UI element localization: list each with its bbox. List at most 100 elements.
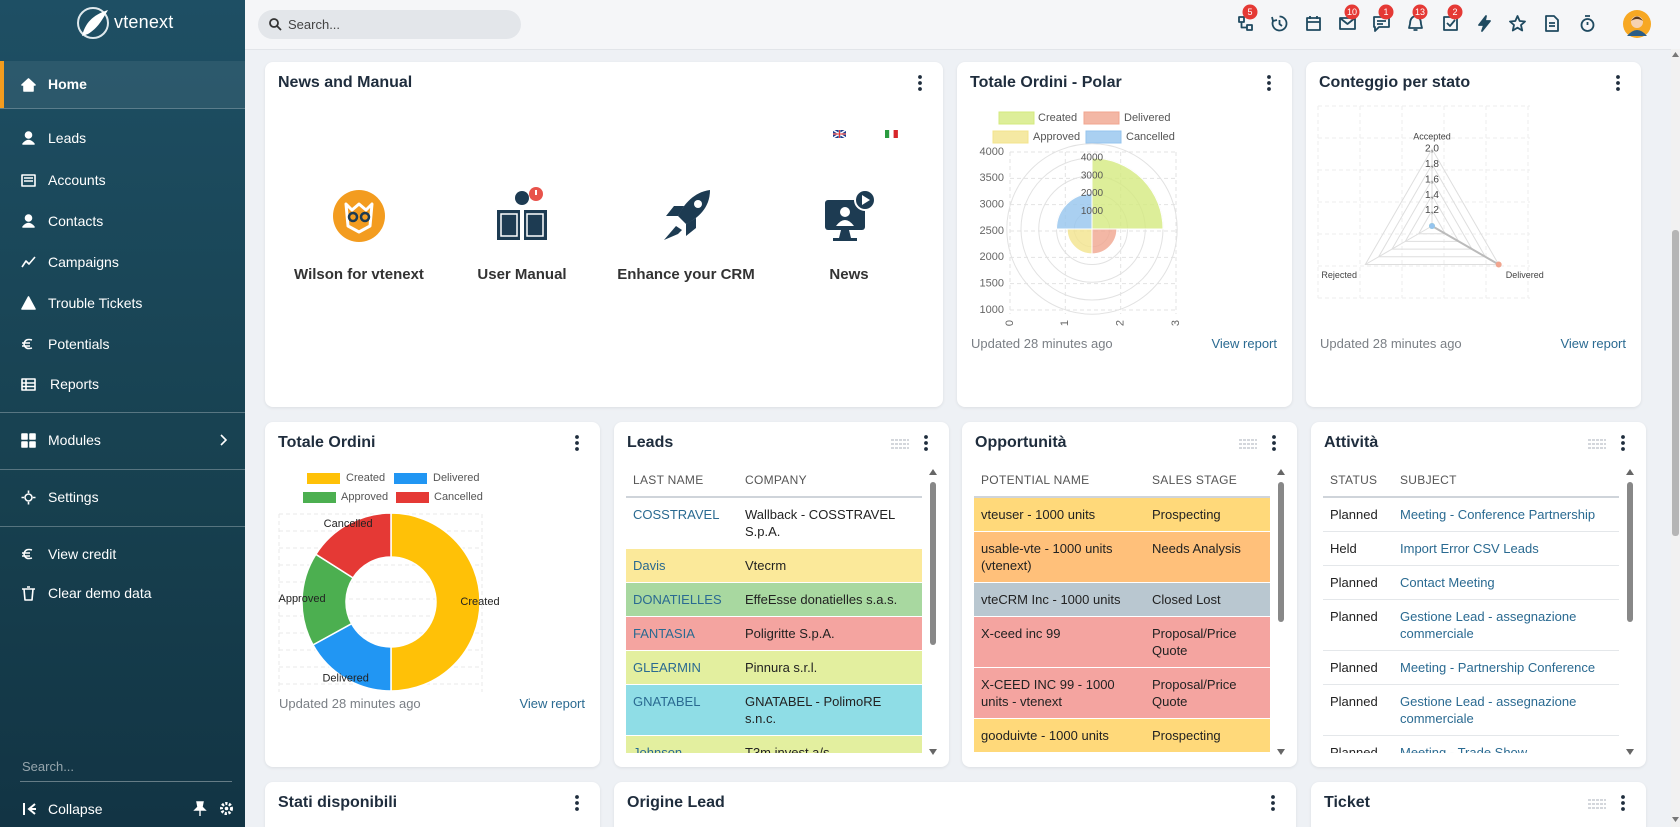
table-cell[interactable]: Johnson [633,745,683,753]
table-cell[interactable]: Contact Meeting [1400,575,1495,590]
table-cell[interactable]: Meeting - Partnership Conference [1400,660,1596,675]
card-menu[interactable] [923,435,929,452]
menu-item[interactable]: Settings [0,477,245,517]
toolbar-icon[interactable] [1305,15,1323,33]
column-header[interactable]: POTENTIAL NAME [974,465,1145,498]
table-cell: Planned [1330,694,1378,709]
table-cell[interactable]: GNATABEL [633,694,701,709]
menu-glyph [22,131,35,145]
view-report[interactable]: View report [1560,336,1626,351]
toolbar-icon[interactable] [1509,15,1527,33]
list-toggle[interactable] [1588,439,1606,449]
card-menu[interactable] [1266,75,1272,92]
news-item[interactable]: Wilson for vtenext [279,174,439,294]
menu-item[interactable]: Contacts [0,201,245,241]
table-cell[interactable]: Davis [633,558,666,573]
toolbar-icon[interactable]: 1 [1373,4,1394,33]
table-row[interactable]: X-ceed inc 99 Proposal/Price Quote [974,616,1270,668]
menu-label: Settings [48,489,99,505]
view-report[interactable]: View report [519,696,585,711]
toolbar-icon[interactable] [1579,15,1597,33]
table-row[interactable]: X-CEED INC 99 - 1000 units - vtenext Prop… [974,667,1270,719]
menu-item[interactable]: Accounts [0,160,245,200]
news-item[interactable]: Enhance your CRM [606,174,766,294]
table-wrap: STATUS SUBJECT Planned Meeting - Conference… [1323,465,1619,753]
card: Origine Lead [614,782,1296,827]
table-cell[interactable]: FANTASIA [633,626,695,641]
table-row[interactable]: GNATABEL GNATABEL - PolimoRE s.n.c. [626,684,922,736]
table-cell[interactable]: GLEARMIN [633,660,701,675]
table-row[interactable]: Planned Gestione Lead - assegnazione comm… [1323,684,1619,736]
donut-segment [314,512,392,579]
data-table: LAST NAME COMPANY COSSTRAVEL Wallback - COS… [626,465,922,753]
card-menu[interactable] [574,795,580,812]
table-row[interactable]: FANTASIA Poligritte S.p.A. [626,616,922,651]
table-row[interactable]: Johnson T3m invest a/s [626,735,922,753]
table-cell[interactable]: Import Error CSV Leads [1400,541,1539,556]
toolbar-icon[interactable] [1271,15,1289,33]
table-row[interactable]: DONATIELLES EffeEsse donatielles s.a.s. [626,582,922,617]
card-menu[interactable] [1271,435,1277,452]
table-cell[interactable]: DONATIELLES [633,592,722,607]
table-cell[interactable]: Gestione Lead - assegnazione commerciale [1400,694,1577,726]
news-item[interactable]: User Manual [442,174,602,294]
segment-label: Delivered [322,673,368,685]
toolbar-icon[interactable]: 5 [1237,4,1258,33]
table-cell[interactable]: Meeting - Conference Partnership [1400,507,1596,522]
table-row[interactable]: vteCRM Inc - 1000 units Closed Lost [974,582,1270,617]
table-row[interactable]: Planned Meeting - Conference Partnership [1323,497,1619,532]
rocket-fins [664,206,696,240]
list-toggle[interactable] [1588,799,1606,809]
card-menu[interactable] [1270,795,1276,812]
card-menu[interactable] [1615,75,1621,92]
table-cell[interactable]: COSSTRAVEL [633,507,720,522]
table-row[interactable]: vteuser - 1000 units Prospecting [974,497,1270,532]
avatar[interactable] [1623,10,1651,38]
list-toggle[interactable] [891,439,909,449]
toolbar-icon[interactable] [1476,15,1494,33]
menu-item[interactable]: Campaigns [0,242,245,282]
card-menu[interactable] [574,435,580,452]
sidebar-search[interactable]: Search... [22,759,75,774]
table-row[interactable]: GLEARMIN Pinnura s.r.l. [626,650,922,685]
table-row[interactable]: COSSTRAVEL Wallback - COSSTRAVEL S.p.A. [626,497,922,549]
menu-item[interactable]: Clear demo data [0,573,245,613]
column-header[interactable]: LAST NAME [626,465,738,498]
table-row[interactable]: Planned Gestione Lead - assegnazione comm… [1323,599,1619,651]
news-item[interactable]: News [769,174,929,294]
menu-item[interactable]: Modules [0,420,245,460]
menu-item[interactable]: View credit [0,534,245,574]
table-row[interactable]: gooduivte - 1000 units Prospecting [974,718,1270,753]
table-cell[interactable]: Meeting - Trade Show [1400,745,1528,753]
header-row: STATUS SUBJECT [1323,465,1619,498]
card-menu[interactable] [917,75,923,92]
menu-item[interactable]: Trouble Tickets [0,283,245,323]
toolbar-icon[interactable]: 2 [1442,4,1463,33]
list-toggle[interactable] [1239,439,1257,449]
column-header[interactable]: SUBJECT [1393,465,1619,498]
menu-item[interactable]: Leads [0,118,245,158]
toolbar-icon[interactable]: 13 [1407,4,1428,33]
table-row[interactable]: Held Import Error CSV Leads [1323,531,1619,566]
table-cell[interactable]: Gestione Lead - assegnazione commerciale [1400,609,1577,641]
menu-item[interactable]: Reports [0,364,245,404]
column-header[interactable]: COMPANY [738,465,922,498]
table-row[interactable]: usable-vte - 1000 units (vtenext) Needs A… [974,531,1270,583]
card-menu[interactable] [1620,435,1626,452]
search-box[interactable]: Search... [258,10,521,39]
column-header[interactable]: SALES STAGE [1145,465,1270,498]
menu-item[interactable]: Home [0,61,245,108]
toolbar-icon[interactable]: 10 [1339,4,1360,33]
toolbar-icon[interactable] [1543,15,1561,33]
card-menu[interactable] [1620,795,1626,812]
donut-chart: Created Delivered Approved Cancelled Created… [278,472,500,692]
table-row[interactable]: Planned Meeting - Trade Show [1323,735,1619,753]
brand: vtenext [114,12,174,32]
table-row[interactable]: Davis Vtecrm [626,548,922,583]
table-row[interactable]: Planned Meeting - Partnership Conference [1323,650,1619,685]
column-header[interactable]: STATUS [1323,465,1393,498]
table-row[interactable]: Planned Contact Meeting [1323,565,1619,600]
view-report[interactable]: View report [1211,336,1277,351]
collapse-label[interactable]: Collapse [48,801,103,817]
menu-item[interactable]: Potentials [0,324,245,364]
